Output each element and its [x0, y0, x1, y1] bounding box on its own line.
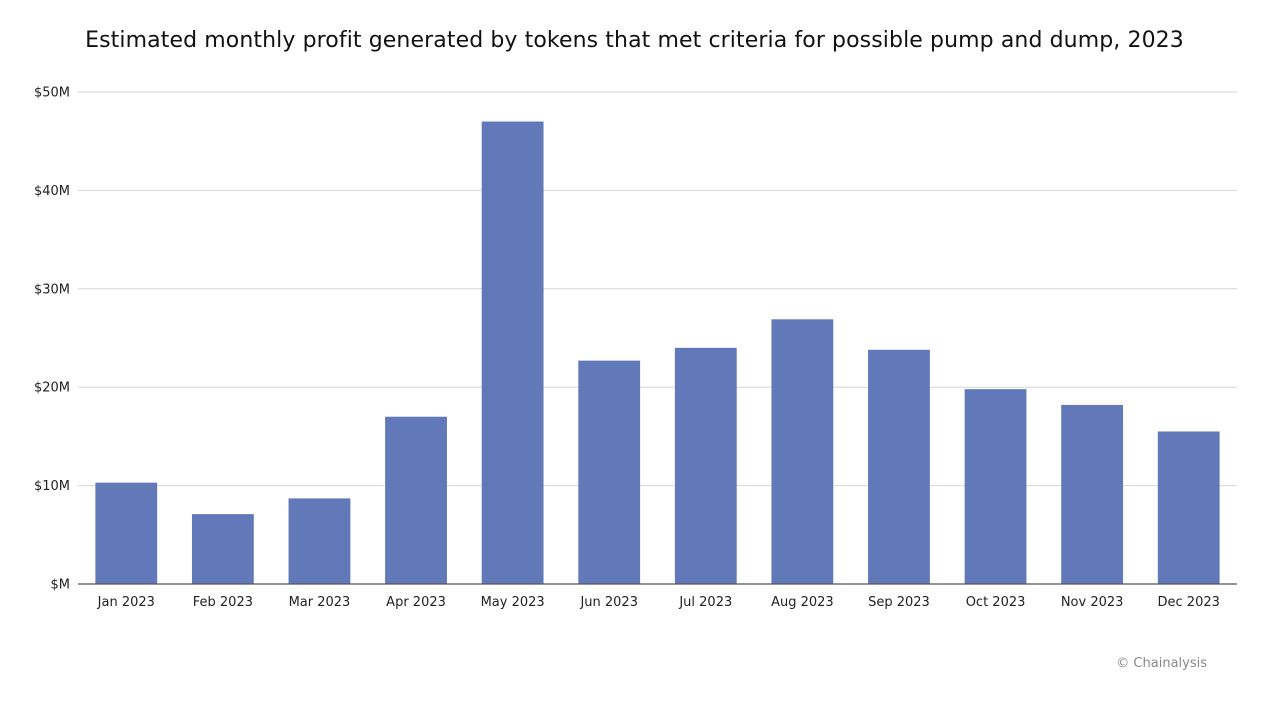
x-tick-label: Feb 2023	[193, 595, 253, 610]
y-tick-label: $40M	[34, 184, 70, 199]
x-tick-label: Dec 2023	[1158, 595, 1220, 610]
tick-labels: $M $10M $20M $30M $40M $50M Jan 2023 Feb 2023 Ma…	[34, 86, 1220, 611]
x-tick-label: Aug 2023	[771, 595, 834, 610]
x-tick-label: Nov 2023	[1061, 595, 1124, 610]
x-tick-label: May 2023	[481, 595, 545, 610]
bar	[95, 482, 158, 584]
x-tick-label: Oct 2023	[966, 595, 1026, 610]
gridlines	[78, 91, 1237, 487]
y-tick-label: $30M	[34, 282, 70, 297]
y-tick-label: $10M	[34, 479, 70, 494]
bar	[868, 349, 930, 584]
bar	[1061, 404, 1124, 584]
y-tick-label: $50M	[34, 86, 70, 101]
bar	[288, 498, 351, 584]
source-credit: © Chainalysis	[1116, 656, 1207, 671]
x-tick-label: Mar 2023	[289, 595, 351, 610]
y-tick-label: $20M	[34, 381, 70, 396]
bars	[95, 121, 1220, 585]
y-tick-label: $M	[51, 578, 71, 593]
bar	[1157, 431, 1220, 584]
bar	[578, 360, 641, 584]
x-tick-label: Apr 2023	[386, 595, 446, 610]
bar	[771, 319, 834, 584]
x-tick-label: Jun 2023	[579, 595, 638, 610]
x-tick-label: Sep 2023	[868, 595, 930, 610]
bar	[191, 514, 254, 584]
bar	[481, 121, 544, 585]
x-tick-label: Jul 2023	[678, 595, 732, 610]
chart-title: Estimated monthly profit generated by to…	[85, 28, 1184, 53]
bar	[964, 389, 1027, 584]
x-tick-label: Jan 2023	[97, 595, 155, 610]
bar	[385, 416, 447, 584]
bar	[674, 347, 737, 584]
